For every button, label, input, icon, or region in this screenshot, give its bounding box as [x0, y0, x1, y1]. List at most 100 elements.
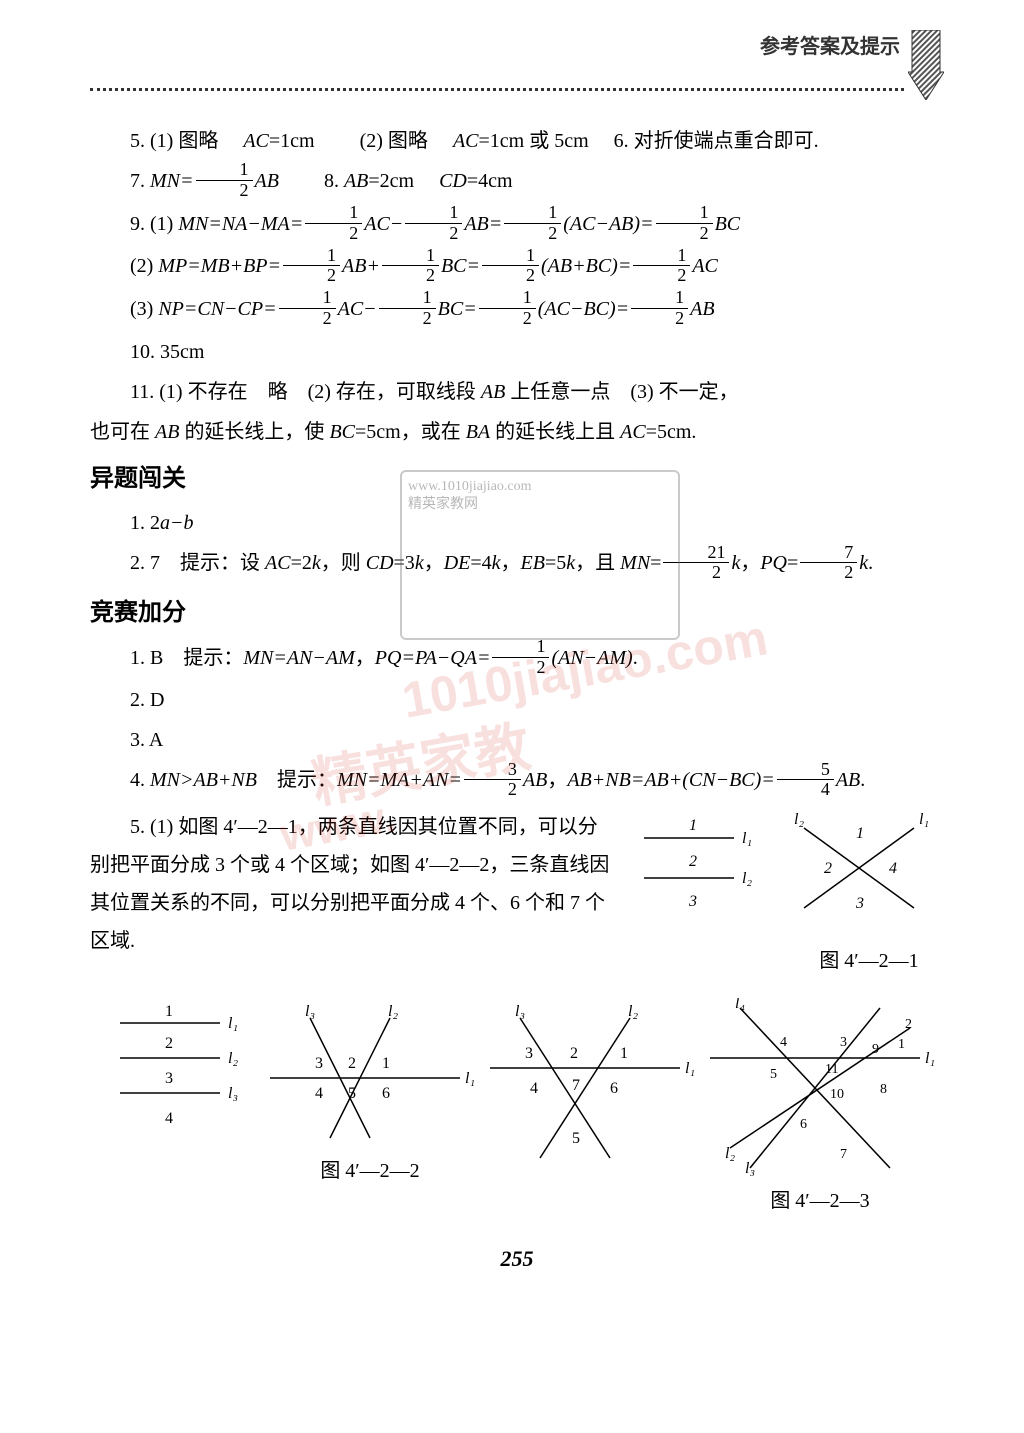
eq: NP=CN−CP= — [158, 298, 276, 320]
answer-9-3: (3) NP=CN−CP=12AC−12BC=12(AC−BC)=12AB — [90, 290, 944, 331]
text: (2) — [130, 255, 158, 277]
text: 上任意一点 (3) 不一定， — [505, 381, 738, 403]
svg-text:l₃: l₃ — [745, 1160, 755, 1177]
answer-5-6: 5. (1) 图略 AC=1cm (2) 图略 AC=1cm 或 5cm 6. … — [90, 122, 944, 160]
fraction: 72 — [800, 543, 857, 584]
text: 的延长线上，使 — [179, 421, 329, 443]
answer-11b: 也可在 AB 的延长线上，使 BC=5cm，或在 BA 的延长线上且 AC=5c… — [90, 413, 944, 451]
svg-text:1: 1 — [898, 1037, 905, 1052]
fraction: 12 — [405, 203, 462, 244]
var: AB — [344, 170, 368, 192]
eq: BC= — [438, 298, 477, 320]
diagram-2lines-cross: 1 2 3 4 l₂ l₁ — [794, 808, 944, 938]
svg-text:4: 4 — [530, 1080, 538, 1097]
svg-text:l₁: l₁ — [228, 1015, 238, 1032]
text: 11. (1) 不存在 略 (2) 存在，可取线段 — [130, 381, 481, 403]
text: (2) 图略 — [360, 130, 428, 152]
svg-text:9: 9 — [872, 1042, 879, 1057]
svg-text:2: 2 — [824, 860, 832, 877]
svg-text:l₁: l₁ — [465, 1070, 475, 1087]
eq: MN=NA−MA= — [178, 213, 303, 235]
diagram-3lines-6regions: l₃ l₂ l₁ 3 2 1 4 5 6 图 4′—2—2 — [260, 998, 480, 1220]
comp-4: 4. MN>AB+NB 提示：MN=MA+AN=32AB，AB+NB=AB+(C… — [90, 761, 944, 802]
page-number: 255 — [90, 1238, 944, 1280]
var: CD — [439, 170, 467, 192]
svg-text:4: 4 — [780, 1035, 787, 1050]
answer-11a: 11. (1) 不存在 略 (2) 存在，可取线段 AB 上任意一点 (3) 不… — [90, 373, 944, 411]
stamp-overlay: www.1010jiajiao.com精英家教网 — [400, 470, 680, 640]
comp-1: 1. B 提示：MN=AN−AM，PQ=PA−QA=12(AN−AM). — [90, 639, 944, 680]
comp-3: 3. A — [90, 721, 944, 759]
text: 7. — [130, 170, 150, 192]
svg-text:1: 1 — [382, 1055, 390, 1072]
svg-text:4: 4 — [315, 1085, 323, 1102]
answer-7-8: 7. MN=12AB 8. AB=2cm CD=4cm — [90, 162, 944, 203]
var: AB — [481, 381, 505, 403]
diagram-421-group: 1 2 3 l₁ l₂ 1 2 3 4 l₂ l₁ — [634, 808, 944, 980]
eq: AB — [690, 298, 714, 320]
svg-text:7: 7 — [572, 1077, 580, 1094]
answer-9-1: 9. (1) MN=NA−MA=12AC−12AB=12(AC−AB)=12BC — [90, 205, 944, 246]
svg-text:2: 2 — [570, 1045, 578, 1062]
var: AB — [255, 170, 279, 192]
svg-text:3: 3 — [855, 895, 864, 912]
eq: BC= — [441, 255, 480, 277]
var: MN= — [150, 170, 194, 192]
var: AB — [155, 421, 179, 443]
svg-text:1: 1 — [620, 1045, 628, 1062]
answer-5-row: 5. (1) 如图 4′—2—1，两条直线因其位置不同，可以分别把平面分成 3 … — [90, 808, 944, 980]
arrow-icon — [908, 30, 944, 100]
svg-text:l₁: l₁ — [742, 830, 752, 847]
svg-text:3: 3 — [315, 1055, 323, 1072]
svg-text:2: 2 — [165, 1035, 173, 1052]
fraction: 12 — [382, 246, 439, 287]
svg-text:6: 6 — [800, 1117, 807, 1132]
text: =5cm，或在 — [355, 421, 466, 443]
header-title: 参考答案及提示 — [760, 30, 900, 59]
fraction: 12 — [379, 288, 436, 329]
var: AC — [620, 421, 646, 443]
text: 8. — [324, 170, 344, 192]
text: 的延长线上且 — [490, 421, 620, 443]
svg-text:l₂: l₂ — [388, 1003, 398, 1020]
svg-text:4: 4 — [889, 860, 897, 877]
svg-text:2: 2 — [905, 1017, 912, 1032]
svg-text:l₂: l₂ — [725, 1145, 735, 1162]
text: 2. 7 提示：设 — [130, 552, 265, 574]
fraction: 12 — [482, 246, 539, 287]
eq: (AC−BC)= — [538, 298, 629, 320]
fraction: 54 — [777, 760, 834, 801]
svg-text:l₄: l₄ — [735, 998, 745, 1012]
var: AC — [453, 130, 479, 152]
svg-text:11: 11 — [825, 1062, 838, 1077]
eq: BC — [715, 213, 741, 235]
svg-text:5: 5 — [770, 1067, 777, 1082]
svg-text:l₂: l₂ — [628, 1003, 638, 1020]
fig-caption-423: 图 4′—2—3 — [770, 1182, 869, 1220]
fraction: 12 — [633, 246, 690, 287]
svg-text:l₂: l₂ — [742, 870, 752, 887]
svg-text:2: 2 — [348, 1055, 356, 1072]
text: =2cm — [368, 170, 414, 192]
svg-text:3: 3 — [525, 1045, 533, 1062]
diagram-4lines: l₁ l₂ l₃ l₄ 1 2 3 4 5 6 7 8 9 10 11 图 4′… — [700, 998, 940, 1220]
answer-10: 10. 35cm — [90, 333, 944, 371]
var: BC — [329, 421, 355, 443]
fig-caption-422: 图 4′—2—2 — [320, 1152, 419, 1190]
answer-9-2: (2) MP=MB+BP=12AB+12BC=12(AB+BC)=12AC — [90, 247, 944, 288]
svg-text:4: 4 — [165, 1110, 173, 1127]
svg-text:7: 7 — [840, 1147, 847, 1162]
svg-text:10: 10 — [830, 1087, 844, 1102]
eq: (AC−AB)= — [563, 213, 653, 235]
fraction: 12 — [196, 160, 253, 201]
svg-text:l₃: l₃ — [305, 1003, 315, 1020]
svg-text:1: 1 — [165, 1003, 173, 1020]
text: =1cm 或 5cm — [479, 130, 589, 152]
text: 9. (1) — [130, 213, 178, 235]
var: AC — [243, 130, 269, 152]
svg-text:6: 6 — [382, 1085, 390, 1102]
svg-text:1: 1 — [856, 825, 864, 842]
svg-text:l₃: l₃ — [515, 1003, 525, 1020]
svg-text:5: 5 — [348, 1085, 356, 1102]
svg-text:1: 1 — [689, 817, 697, 834]
